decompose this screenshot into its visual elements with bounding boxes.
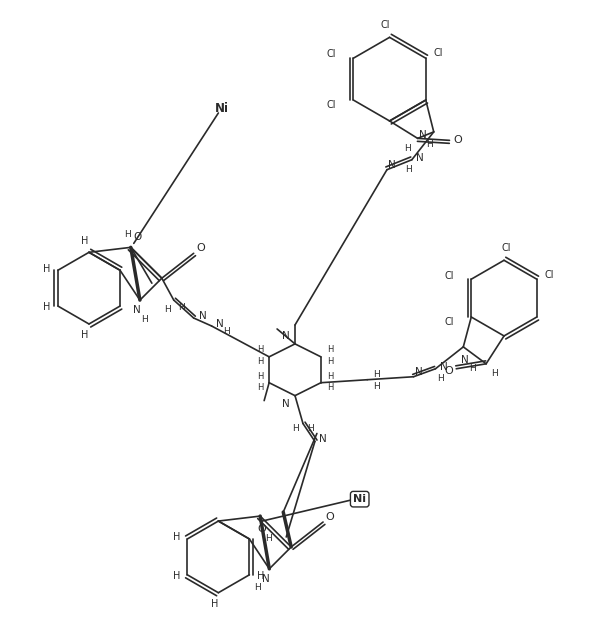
Text: Cl: Cl xyxy=(327,100,336,110)
Text: H: H xyxy=(373,382,380,391)
Text: H: H xyxy=(426,140,433,149)
Text: H: H xyxy=(257,345,263,354)
Text: Ni: Ni xyxy=(353,494,366,504)
Text: H: H xyxy=(265,534,271,543)
Text: H: H xyxy=(257,372,263,381)
Text: H: H xyxy=(211,599,218,609)
Text: H: H xyxy=(373,370,380,379)
Text: H: H xyxy=(165,305,171,314)
Text: Cl: Cl xyxy=(434,48,444,59)
Text: N: N xyxy=(133,305,141,315)
Text: N: N xyxy=(319,435,327,444)
Text: N: N xyxy=(440,362,447,372)
Text: O: O xyxy=(326,512,334,522)
Text: N: N xyxy=(388,159,396,170)
Text: N: N xyxy=(416,153,424,163)
Text: Ni: Ni xyxy=(216,102,229,116)
Text: H: H xyxy=(81,330,89,340)
Text: H: H xyxy=(437,374,444,383)
Text: H: H xyxy=(491,369,497,378)
Text: N: N xyxy=(419,130,426,140)
Text: H: H xyxy=(254,583,261,592)
Text: H: H xyxy=(81,237,89,246)
Text: H: H xyxy=(327,383,333,392)
Text: Cl: Cl xyxy=(327,50,336,59)
Text: Cl: Cl xyxy=(545,270,554,280)
Text: H: H xyxy=(124,230,131,239)
Text: N: N xyxy=(462,355,469,365)
Text: Cl: Cl xyxy=(445,271,454,281)
Text: H: H xyxy=(173,532,180,542)
Text: H: H xyxy=(292,424,298,433)
Text: H: H xyxy=(223,327,230,336)
Text: H: H xyxy=(178,303,185,312)
Text: H: H xyxy=(327,372,333,381)
Text: H: H xyxy=(141,314,148,323)
Text: H: H xyxy=(173,571,180,581)
Text: N: N xyxy=(415,367,422,377)
Text: H: H xyxy=(43,264,50,275)
Text: H: H xyxy=(406,165,412,174)
Text: N: N xyxy=(263,574,270,584)
Text: O: O xyxy=(453,135,462,145)
Text: O: O xyxy=(444,366,453,376)
Text: O: O xyxy=(134,232,142,242)
Text: O: O xyxy=(258,524,267,534)
Text: H: H xyxy=(257,571,264,581)
Text: N: N xyxy=(282,399,290,408)
Text: H: H xyxy=(257,358,263,367)
Text: N: N xyxy=(282,331,290,341)
Text: H: H xyxy=(43,302,50,312)
Text: O: O xyxy=(196,243,205,253)
Text: H: H xyxy=(469,365,476,374)
Text: H: H xyxy=(257,383,263,392)
Text: Cl: Cl xyxy=(381,21,390,30)
Text: H: H xyxy=(308,424,314,433)
Text: H: H xyxy=(327,358,333,367)
Text: Cl: Cl xyxy=(445,317,454,327)
Text: Cl: Cl xyxy=(501,243,511,253)
Text: N: N xyxy=(216,319,223,329)
Text: N: N xyxy=(199,311,207,321)
Text: H: H xyxy=(405,144,411,153)
Text: H: H xyxy=(327,345,333,354)
